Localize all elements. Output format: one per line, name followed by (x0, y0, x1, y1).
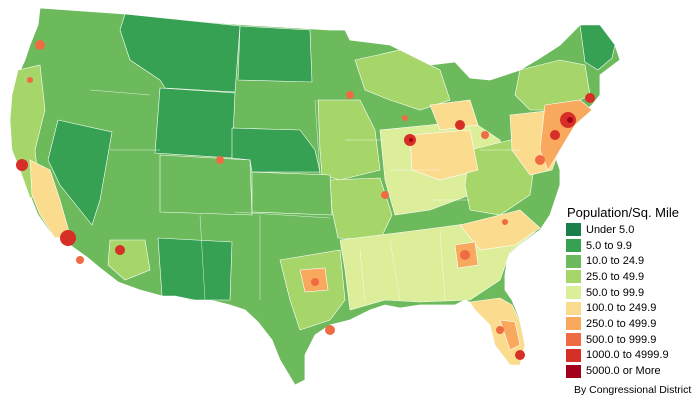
hotspot-washington (535, 155, 545, 165)
legend-label: 1000.0 to 4999.9 (586, 349, 669, 362)
legend-swatch (566, 317, 581, 331)
legend-item: 25.0 to 49.9 (566, 269, 696, 285)
hotspot-dallas (311, 278, 319, 286)
hotspot-san-diego (76, 256, 84, 264)
region-kansas (251, 171, 333, 216)
hotspot-tampa (496, 326, 504, 334)
legend: Population/Sq. Mile Under 5.0 5.0 to 9.9 1… (566, 205, 696, 379)
legend-item: 100.0 to 249.9 (566, 300, 696, 316)
hotspot-los-angeles (60, 230, 76, 246)
hotspot-detroit (455, 120, 465, 130)
legend-label: 100.0 to 249.9 (586, 302, 657, 315)
hotspot-st-louis (381, 191, 389, 199)
legend-label: 25.0 to 49.9 (586, 270, 645, 283)
legend-swatch (566, 239, 581, 253)
legend-swatch (566, 270, 581, 284)
legend-label: 5.0 to 9.9 (586, 239, 632, 252)
hotspot-houston (325, 325, 335, 335)
region-carolinas (459, 209, 541, 251)
region-missouri-ozarks (329, 177, 393, 241)
legend-item: 50.0 to 99.9 (566, 285, 696, 301)
legend-item: 500.0 to 999.9 (566, 332, 696, 348)
legend-label: Under 5.0 (586, 223, 635, 236)
legend-title: Population/Sq. Mile (567, 205, 680, 220)
district-lines (89, 89, 520, 301)
region-northern-maine (579, 24, 616, 71)
region-new-mexico (157, 237, 233, 301)
legend-item: 10.0 to 24.9 (566, 253, 696, 269)
hotspot-charlotte (502, 219, 508, 225)
hotspot-minneapolis (346, 91, 354, 99)
legend-item: 5000.0 or More (566, 363, 696, 379)
legend-label: 5000.0 or More (586, 365, 661, 378)
legend-label: 250.0 to 499.9 (586, 317, 657, 330)
legend-item: Under 5.0 (566, 222, 696, 238)
legend-swatch (566, 254, 581, 268)
legend-label: 500.0 to 999.9 (586, 333, 657, 346)
legend-swatch (566, 286, 581, 300)
hotspot-milwaukee (402, 115, 408, 121)
hotspot-cleveland (481, 131, 489, 139)
hotspot-phoenix (115, 245, 125, 255)
region-indiana-ohio (409, 129, 479, 181)
footnote: By Congressional District (574, 384, 692, 396)
hotspot-philadelphia (550, 130, 560, 140)
hotspot-seattle (35, 40, 45, 50)
region-nebraska (231, 127, 321, 173)
region-nevada (47, 119, 113, 226)
hotspot-atlanta (460, 250, 470, 260)
legend-item: 5.0 to 9.9 (566, 238, 696, 254)
legend-swatch (566, 301, 581, 315)
density-regions-layer (9, 13, 616, 366)
region-north-florida (499, 319, 521, 351)
metro-hotspots (16, 40, 595, 360)
legend-items: Under 5.0 5.0 to 9.9 10.0 to 24.9 25.0 to 4… (566, 222, 696, 379)
region-wyoming (154, 87, 236, 159)
region-north-dakota (237, 25, 313, 83)
legend-label: 10.0 to 24.9 (586, 255, 645, 268)
legend-item: 1000.0 to 4999.9 (566, 348, 696, 364)
hotspot-boston (585, 93, 595, 103)
hotspot-san-francisco (16, 159, 28, 171)
hotspot-portland (27, 77, 33, 83)
legend-swatch (566, 348, 581, 362)
region-montana (119, 13, 241, 93)
hotspot-miami (515, 350, 525, 360)
region-northeast-corridor (539, 99, 593, 171)
legend-swatch (566, 223, 581, 237)
legend-label: 50.0 to 99.9 (586, 286, 645, 299)
legend-swatch (566, 333, 581, 347)
region-southern-michigan (429, 99, 479, 131)
legend-item: 250.0 to 499.9 (566, 316, 696, 332)
legend-swatch (566, 364, 581, 378)
region-colorado (159, 154, 253, 216)
hotspot-chicago-core (409, 138, 413, 142)
hotspot-manhattan-core (567, 117, 573, 123)
hotspot-denver (216, 156, 224, 164)
